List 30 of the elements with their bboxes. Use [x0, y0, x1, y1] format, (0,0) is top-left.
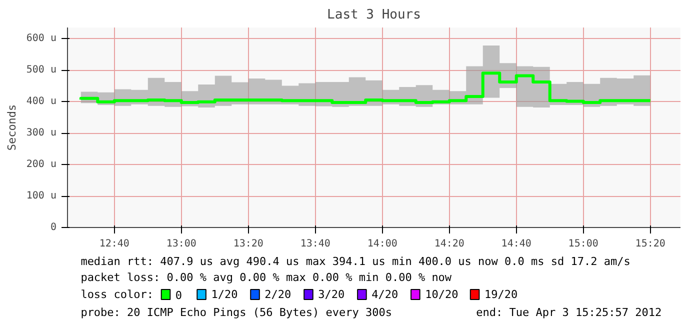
y-tick-label: 500 u	[26, 64, 57, 76]
x-tick-label: 12:40	[99, 238, 130, 250]
x-tick-label: 14:00	[367, 238, 398, 250]
y-axis-title: Seconds	[5, 104, 18, 151]
x-tick-label: 13:00	[166, 238, 196, 250]
y-tick-label: 200 u	[26, 159, 57, 170]
y-tick-label: 400 u	[26, 96, 57, 108]
legend-label: 1/20	[211, 288, 238, 301]
legend-label: 0	[175, 289, 182, 302]
x-tick-label: 13:40	[300, 238, 330, 250]
text: packet loss: 0.00 % avg 0.00 % max 0.00 % min 0.00 % now	[80, 271, 452, 284]
legend-label: 19/20	[484, 288, 518, 301]
x-tick-label: 13:20	[233, 238, 264, 250]
y-tick-label: 0	[50, 222, 57, 233]
legend-label: 3/20	[318, 288, 345, 301]
chart-title: Last 3 Hours	[327, 8, 421, 22]
text: median rtt: 407.9 us avg 490.4 us max 394.1 us min 400.0 us now 0.0 ms sd 17.2 am/s	[80, 255, 630, 268]
y-tick-label: 100 u	[26, 190, 57, 202]
x-tick-label: 14:40	[501, 238, 532, 250]
legend-label: 4/20	[372, 288, 398, 301]
text: end: Tue Apr 3 15:25:57 2012	[476, 306, 662, 319]
legend-label: 2/20	[264, 288, 292, 301]
legend-label: 10/20	[425, 288, 458, 301]
x-tick-label: 15:00	[568, 238, 598, 250]
y-tick-label: 300 u	[26, 128, 57, 139]
x-tick-label: 15:20	[635, 238, 666, 250]
x-tick-label: 14:20	[434, 238, 464, 250]
y-tick-label: 600 u	[26, 33, 57, 44]
legend-title: loss color:	[80, 288, 154, 301]
text: probe: 20 ICMP Echo Pings (56 Bytes) every 300s	[80, 306, 392, 319]
